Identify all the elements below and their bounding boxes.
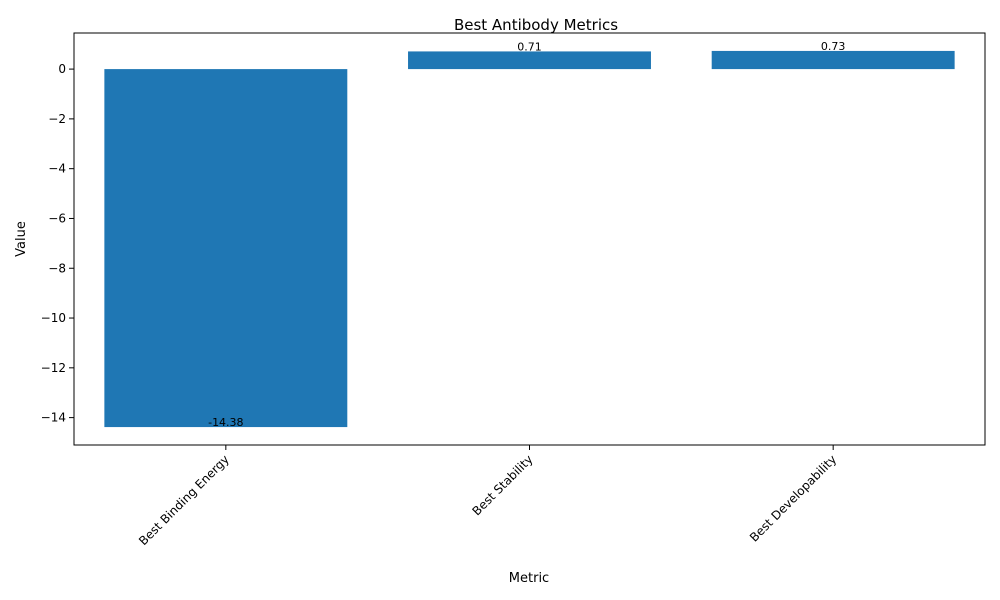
x-tick-label: Best Stability — [470, 452, 536, 518]
bar — [104, 69, 348, 428]
bar-value-label: 0.71 — [517, 40, 542, 53]
x-tick-label: Best Binding Energy — [136, 452, 232, 548]
y-tick-label: −4 — [48, 162, 66, 176]
bar-value-label: 0.73 — [821, 40, 846, 53]
bars-group — [104, 50, 955, 428]
data-labels-group: -14.38 0.71 0.73 — [208, 40, 845, 429]
y-axis-label: Value — [14, 221, 29, 257]
y-tick-label: −10 — [41, 311, 66, 325]
bar-value-label: -14.38 — [208, 416, 243, 429]
y-tick-label: −2 — [48, 112, 66, 126]
plot-frame — [73, 32, 986, 446]
y-tick-label: −12 — [41, 361, 66, 375]
y-tick-label: −8 — [48, 261, 66, 275]
bar — [711, 50, 955, 70]
y-axis: 0 −2 −4 −6 −8 −10 −12 −14 — [41, 62, 74, 425]
y-tick-label: −6 — [48, 211, 66, 225]
x-axis: Best Binding Energy Best Stability Best De… — [136, 445, 839, 548]
chart-title: Best Antibody Metrics — [454, 16, 618, 34]
y-tick-label: −14 — [41, 411, 66, 425]
y-tick-label: 0 — [58, 62, 66, 76]
bar — [408, 51, 651, 70]
x-axis-label: Metric — [509, 571, 549, 586]
x-tick-label: Best Developability — [747, 452, 839, 544]
